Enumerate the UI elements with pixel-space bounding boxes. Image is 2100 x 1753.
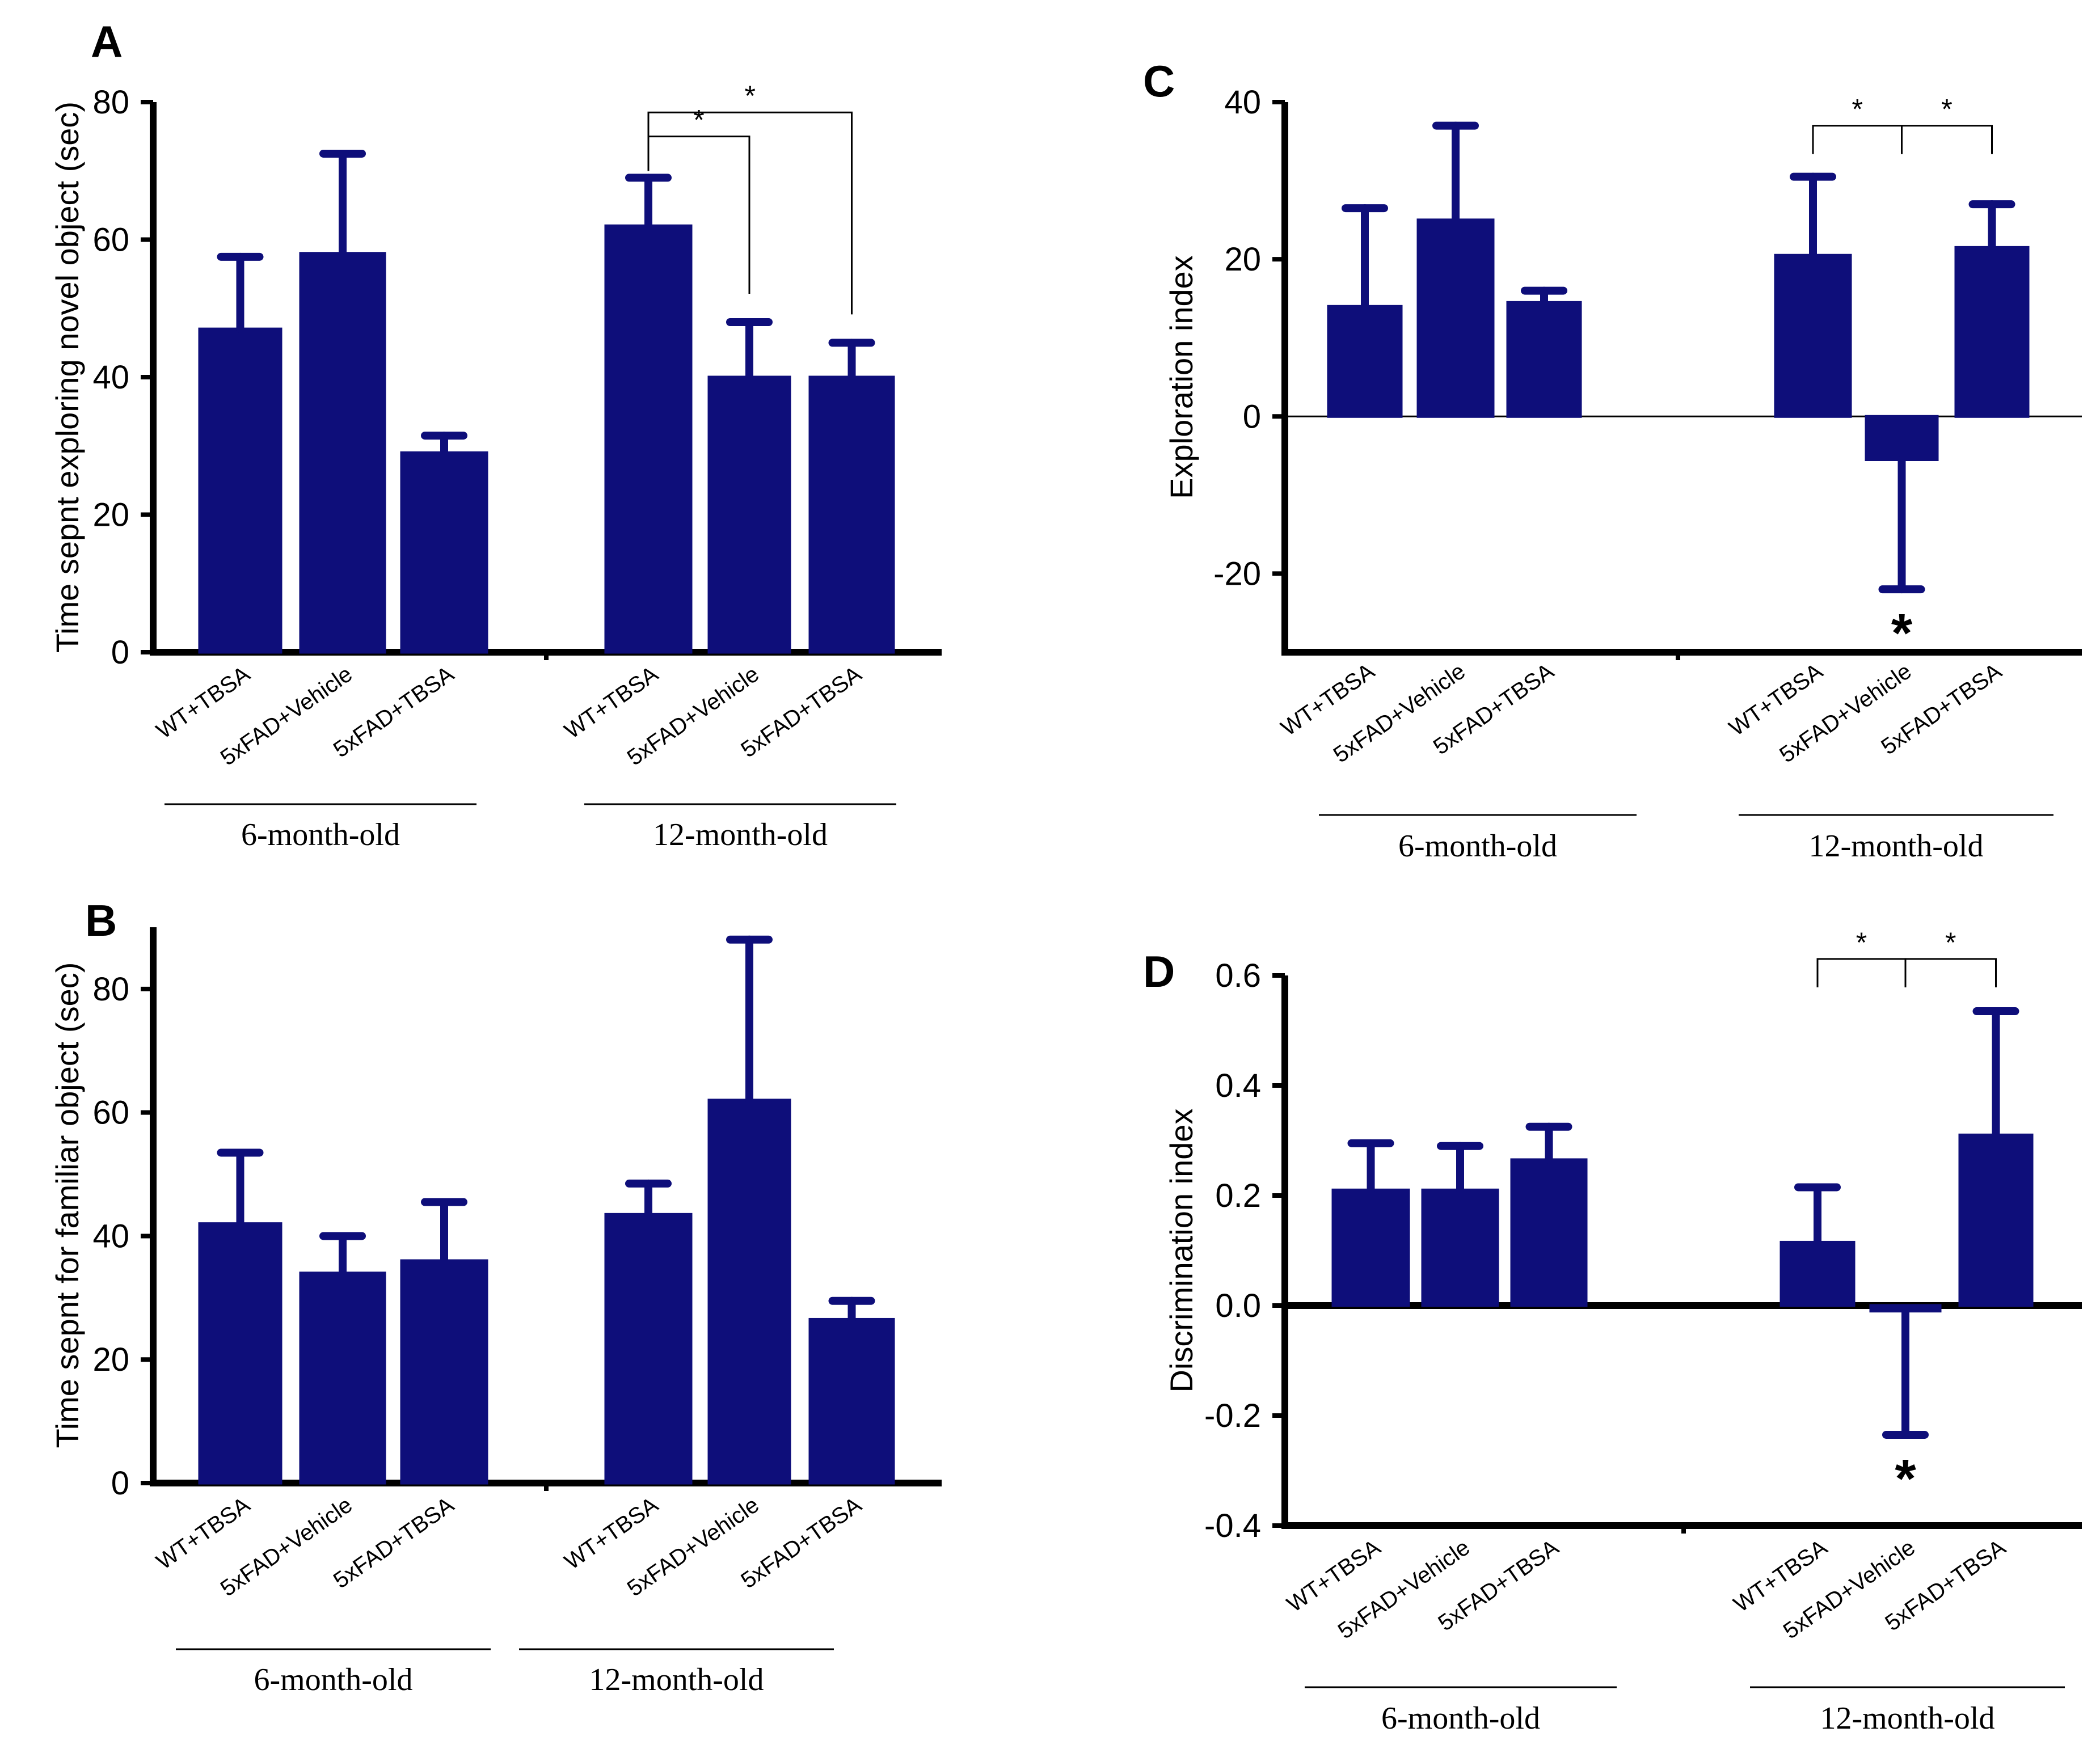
significance-star: * <box>1856 927 1867 958</box>
group-label: 6-month-old <box>241 817 400 852</box>
y-tick-label: 20 <box>92 1341 129 1378</box>
y-tick-label: 60 <box>92 222 129 259</box>
bar <box>707 1099 791 1485</box>
y-tick-label: 80 <box>92 84 129 121</box>
y-tick-label: 20 <box>92 497 129 534</box>
significance-bracket <box>1904 958 1997 987</box>
significance-star: * <box>1941 94 1952 125</box>
significance-star: * <box>1945 927 1956 958</box>
group-label: 12-month-old <box>1820 1701 1995 1736</box>
bar <box>299 1272 386 1485</box>
bar <box>1510 1158 1588 1307</box>
y-tick-label: 80 <box>92 971 129 1008</box>
y-axis-label: Exploration index <box>1163 255 1199 499</box>
group-label: 6-month-old <box>254 1662 413 1697</box>
bar <box>808 1317 895 1485</box>
group-label: 12-month-old <box>653 817 828 852</box>
y-tick-label: 60 <box>92 1095 129 1131</box>
significance-star: * <box>1852 94 1863 125</box>
group-label: 12-month-old <box>1809 829 1984 864</box>
bar <box>1865 415 1939 461</box>
y-tick-label: 0 <box>1243 398 1261 435</box>
bar <box>808 375 895 654</box>
panel-letter: C <box>1143 56 1175 106</box>
bar <box>198 1222 282 1485</box>
y-tick-label: 0.4 <box>1215 1067 1261 1104</box>
y-axis-label: Discrimination index <box>1163 1108 1199 1392</box>
bar <box>1958 1133 2034 1307</box>
group-label: 12-month-old <box>589 1662 764 1697</box>
bar <box>707 375 791 654</box>
group-label: 6-month-old <box>1398 829 1557 864</box>
panel-letter: B <box>85 895 117 945</box>
y-tick-label: 40 <box>92 359 129 396</box>
bar <box>400 1259 488 1485</box>
bar <box>1954 246 2030 418</box>
y-tick-label: 0 <box>111 1465 129 1502</box>
bar <box>1506 301 1582 418</box>
group-label: 6-month-old <box>1381 1701 1540 1736</box>
y-tick-label: -0.2 <box>1204 1397 1261 1434</box>
panel-letter: D <box>1143 947 1175 996</box>
category-label: WT+TBSA <box>560 1492 663 1574</box>
bar <box>1779 1240 1856 1307</box>
significance-star-below: * <box>1895 1448 1916 1509</box>
y-tick-label: 20 <box>1224 241 1261 278</box>
y-tick-label: -0.4 <box>1204 1507 1261 1544</box>
bar <box>604 224 693 654</box>
y-tick-label: 40 <box>1224 84 1261 121</box>
significance-star-below: * <box>1891 603 1913 664</box>
panel-letter: A <box>91 16 123 66</box>
bar <box>1327 305 1403 418</box>
bar <box>604 1213 693 1485</box>
y-axis-label: Time sepnt exploring novel object (sec) <box>49 102 85 653</box>
significance-bracket <box>1812 125 1903 154</box>
significance-bracket <box>1901 125 1993 154</box>
y-axis-label: Time sepnt for familiar object (sec) <box>49 962 85 1448</box>
category-label: WT+TBSA <box>152 1492 255 1574</box>
category-label: WT+TBSA <box>560 661 663 744</box>
y-tick-label: 0.2 <box>1215 1177 1261 1214</box>
y-tick-label: 0 <box>111 634 129 671</box>
bar <box>400 451 488 654</box>
significance-star: * <box>693 104 704 136</box>
bar <box>1331 1188 1410 1307</box>
bar <box>1774 254 1852 418</box>
significance-bracket <box>647 111 853 315</box>
chart-panel-d: D -0.4 -0.2 0.0 0.2 0.4 0.6 Discrimination inde… <box>1143 927 2082 1736</box>
y-tick-label: 0.6 <box>1215 957 1261 994</box>
bar <box>1416 218 1495 418</box>
significance-star: * <box>745 80 756 112</box>
y-tick-label: -20 <box>1213 555 1261 592</box>
y-tick-label: 0.0 <box>1215 1287 1261 1324</box>
bar <box>1421 1188 1499 1307</box>
bar <box>198 327 282 654</box>
bar <box>299 252 386 654</box>
category-label: WT+TBSA <box>152 661 255 744</box>
y-tick-label: 40 <box>92 1218 129 1254</box>
significance-bracket <box>1816 958 1907 987</box>
